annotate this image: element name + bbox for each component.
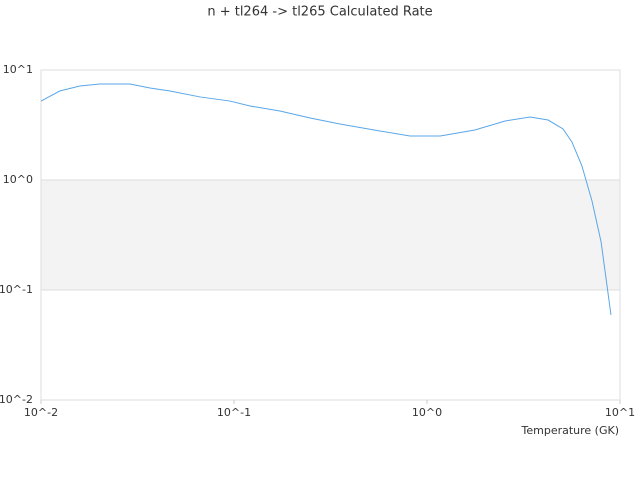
x-axis-label: Temperature (GK) xyxy=(521,424,620,437)
x-tick-label: 10^0 xyxy=(412,406,442,419)
y-tick-label: 10^1 xyxy=(3,63,33,76)
y-tick-label: 10^-1 xyxy=(0,283,33,296)
data-line xyxy=(40,83,612,316)
x-tick-label: 10^-1 xyxy=(217,406,251,419)
y-tick-label: 10^-2 xyxy=(0,393,33,406)
x-tick-label: 10^-2 xyxy=(24,406,58,419)
chart-title: n + tl264 -> tl265 Calculated Rate xyxy=(207,5,432,20)
y-tick-label: 10^0 xyxy=(3,173,33,186)
grid-band xyxy=(41,180,620,290)
x-tick-label: 10^1 xyxy=(605,406,635,419)
